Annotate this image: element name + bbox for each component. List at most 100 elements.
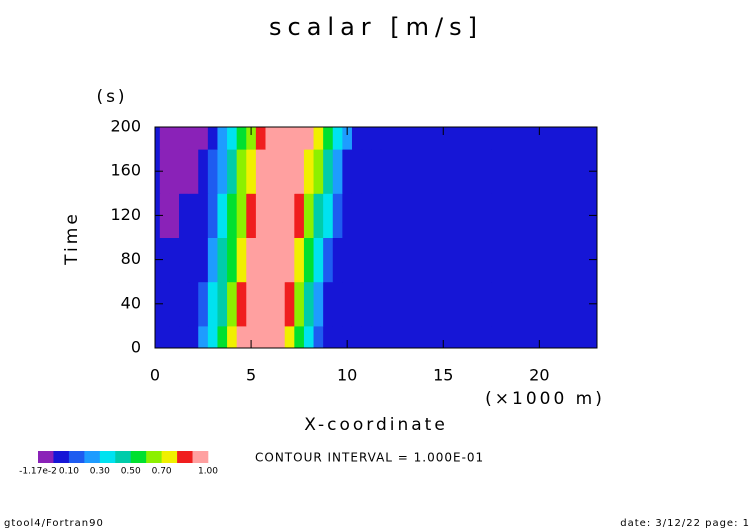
contour-cell: [284, 127, 295, 150]
colorbar-label: 0.50: [121, 467, 141, 477]
contour-cell: [275, 127, 286, 150]
contour-cell: [371, 237, 382, 283]
contour-cell: [246, 149, 257, 194]
contour-cell: [246, 325, 257, 349]
contour-cell: [303, 193, 315, 238]
contour-cell: [169, 127, 180, 150]
contour-cell: [198, 193, 209, 238]
contour-cell: [217, 149, 228, 194]
contour-cell: [313, 281, 324, 327]
contour-cell: [361, 193, 372, 238]
contour-cell: [323, 149, 334, 194]
contour-cell: [332, 193, 343, 238]
colorbar-box: [146, 451, 162, 463]
contour-cell: [275, 193, 286, 238]
footer-left: gtool4/Fortran90: [4, 518, 104, 529]
contour-cell: [236, 281, 247, 327]
colorbar-box: [115, 451, 132, 463]
chart-title: scalar [m/s]: [269, 13, 483, 41]
contour-cell: [227, 237, 238, 283]
contour-cell: [236, 193, 247, 238]
contour-cell: [255, 149, 266, 194]
contour-cell: [275, 237, 286, 283]
contour-cell: [217, 281, 228, 327]
contour-cell: [342, 127, 353, 150]
contour-cell: [380, 127, 492, 150]
contour-cell: [227, 149, 238, 194]
contour-cell: [303, 325, 315, 349]
contour-cell: [207, 237, 218, 283]
contour-cell: [198, 281, 209, 327]
contour-cell: [255, 237, 266, 283]
contour-cell: [491, 193, 598, 238]
contour-cell: [188, 325, 199, 349]
y-axis-label: Time: [62, 211, 82, 266]
contour-cell: [265, 237, 276, 283]
contour-cell: [275, 325, 286, 349]
contour-cell: [491, 149, 598, 194]
contour-cell: [246, 281, 257, 327]
contour-cell: [265, 193, 276, 238]
contour-cell: [255, 193, 266, 238]
colorbar-label: -1.17e-2: [19, 467, 57, 477]
y-tick-label: 120: [110, 205, 141, 224]
x-tick-label: 0: [150, 366, 160, 385]
contour-cell: [275, 281, 286, 327]
contour-cell: [371, 127, 382, 150]
contour-cell: [361, 325, 372, 349]
contour-cell: [207, 193, 218, 238]
contour-cell: [380, 325, 492, 349]
contour-cell: [275, 149, 286, 194]
contour-cell: [236, 237, 247, 283]
contour-cell: [361, 149, 372, 194]
contour-cell: [342, 281, 353, 327]
contour-cell: [217, 127, 228, 150]
contour-cell: [332, 127, 343, 150]
contour-cell: [155, 127, 161, 150]
contour-cell: [179, 127, 190, 150]
colorbar-box: [84, 451, 101, 463]
colorbar-label: 0.70: [152, 467, 172, 477]
contour-cell: [323, 281, 334, 327]
contour-cell: [188, 237, 199, 283]
y-tick-label: 200: [110, 117, 141, 136]
contour-cell: [198, 149, 209, 194]
contour-cell: [179, 237, 190, 283]
contour-cell: [217, 193, 228, 238]
contour-cell: [198, 325, 209, 349]
contour-cell: [188, 193, 199, 238]
annotation: CONTOUR INTERVAL = 1.000E-01: [255, 451, 484, 465]
y-tick-label: 0: [131, 338, 141, 357]
contour-cell: [351, 149, 363, 194]
contour-cell: [236, 149, 247, 194]
colorbar-box: [192, 451, 209, 463]
contour-cell: [351, 281, 363, 327]
contour-cell: [380, 193, 492, 238]
contour-cell: [169, 281, 180, 327]
contour-cell: [159, 237, 170, 283]
colorbar-box: [53, 451, 70, 463]
contour-cell: [236, 127, 247, 150]
contour-cell: [207, 127, 218, 150]
contour-cell: [227, 281, 238, 327]
contour-cell: [284, 193, 295, 238]
contour-cell: [159, 127, 170, 150]
contour-cell: [332, 281, 343, 327]
contour-cell: [371, 193, 382, 238]
x-tick-label: 15: [433, 366, 453, 385]
colorbar-box: [99, 451, 116, 463]
contour-cell: [303, 149, 315, 194]
contour-cell: [227, 127, 238, 150]
contour-cell: [246, 193, 257, 238]
contour-cell: [351, 325, 363, 349]
contour-cell: [198, 127, 209, 150]
contour-cell: [342, 193, 353, 238]
contour-cell: [313, 325, 324, 349]
contour-cell: [303, 127, 315, 150]
contour-cell: [303, 237, 315, 283]
colorbar-box: [68, 451, 85, 463]
contour-cell: [236, 325, 247, 349]
contour-cell: [207, 149, 218, 194]
contour-cell: [179, 281, 190, 327]
contour-cell: [169, 325, 180, 349]
